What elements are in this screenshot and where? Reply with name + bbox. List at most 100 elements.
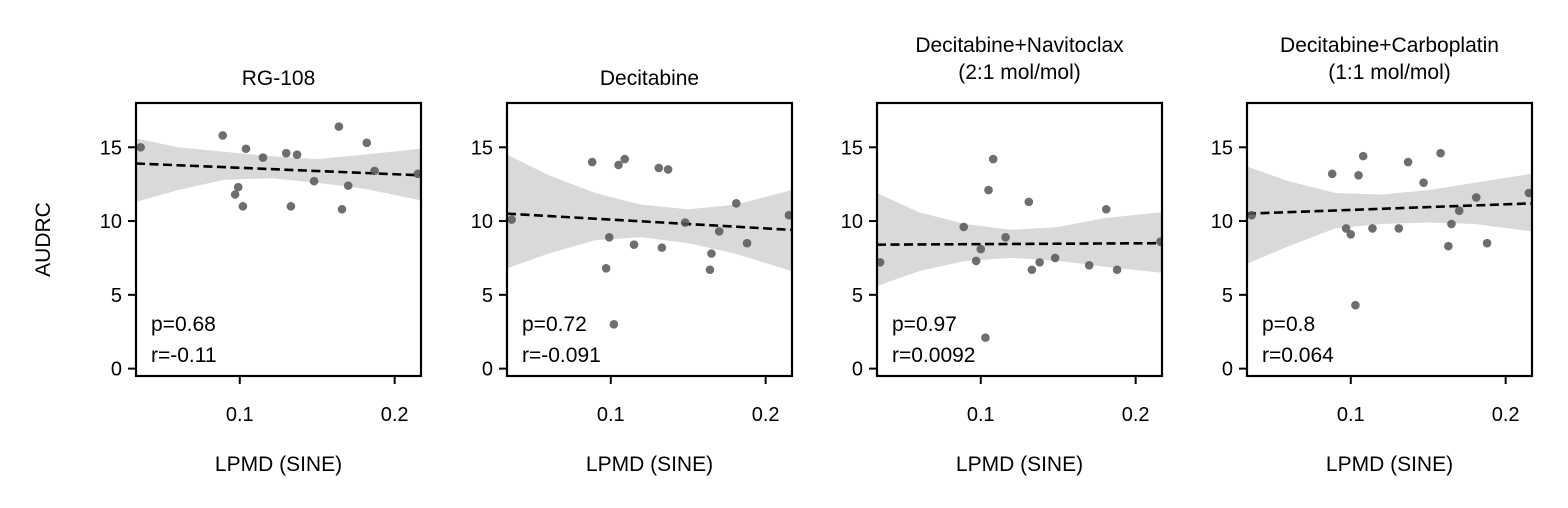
data-point [1035,258,1044,267]
data-point [877,258,885,267]
p-value: p=0.72 [522,313,587,336]
x-axis-label: LPMD (SINE) [1326,453,1453,476]
data-point [680,218,690,227]
data-point [1027,265,1037,275]
data-point [976,244,986,254]
data-point [1001,232,1010,242]
data-point [218,131,228,140]
data-point [370,166,379,176]
data-point [984,185,993,195]
r-value: r=-0.11 [151,344,217,367]
panel-title-line: (2:1 mol/mol) [958,61,1081,84]
y-tick-label: 0 [111,359,122,381]
y-tick-label: 5 [1222,285,1233,307]
data-point [1112,265,1122,275]
panel-2: 0 5 10 15 0.1 0.2 Decitabine LPMD (SINE) p=0.72 r… [471,67,794,476]
x-tick-label: 0.1 [967,404,995,426]
y-tick-label: 5 [111,285,122,307]
data-point [1524,188,1532,198]
x-tick-label: 0.1 [597,404,625,426]
plot-area [136,122,421,214]
data-point [988,154,998,164]
data-point [1403,157,1413,167]
data-point [1358,151,1368,161]
data-point [1346,230,1356,239]
data-point [1436,148,1445,158]
data-point [1444,241,1453,251]
data-point [1024,197,1034,207]
data-point [654,163,664,173]
data-point [1354,171,1363,180]
data-point [1101,204,1111,214]
data-point [620,154,630,164]
data-point [657,243,667,252]
panel-4: 0 5 10 15 0.1 0.2 Decitabine+Carboplatin (1:1 m… [1211,34,1534,476]
y-tick-label: 5 [852,285,863,307]
x-axis-label: LPMD (SINE) [956,453,1083,476]
r-value: r=0.064 [1262,344,1334,367]
plot-area [877,154,1162,342]
data-point [981,333,990,342]
data-point [604,232,614,242]
y-tick-label: 0 [852,359,863,381]
data-point [1419,178,1428,187]
panel-title: RG-108 [242,67,316,90]
data-point [281,148,291,158]
p-value: p=0.8 [1262,313,1315,336]
data-point [362,138,372,148]
data-point [1482,238,1492,248]
data-point [1247,210,1256,220]
x-tick-label: 0.1 [1337,404,1365,426]
data-point [1341,224,1351,233]
y-tick-label: 10 [1211,211,1233,233]
data-point [707,249,716,258]
data-point [1156,237,1162,247]
y-tick-label: 10 [471,211,493,233]
y-tick-label: 10 [100,211,122,233]
regression-line [1247,202,1532,215]
data-point [714,227,724,236]
data-point [1050,253,1060,263]
y-tick-label: 15 [1211,137,1233,159]
axes-frame [875,101,1164,378]
confidence-band [1247,166,1532,264]
data-point [292,150,302,159]
panel-3: 0 5 10 15 0.1 0.2 Decitabine+Navitoclax (2:1 mo… [841,34,1164,476]
x-axis-label: LPMD (SINE) [586,453,713,476]
data-point [337,204,347,214]
regression-line [877,241,1162,246]
y-tick-label: 15 [471,137,493,159]
axes-frame [505,101,794,378]
data-point [1394,224,1404,233]
x-tick-label: 0.2 [1122,404,1150,426]
data-point [1084,261,1094,270]
plot-area [507,154,792,329]
data-point [784,210,792,220]
data-point [959,222,969,232]
axes-frame [1245,101,1534,378]
p-value: p=0.97 [892,313,957,336]
data-point [1454,206,1464,216]
data-point [286,201,296,211]
data-point [413,169,421,179]
y-tick-label: 10 [841,211,863,233]
panel-1: 0 5 10 15 0.1 0.2 RG-108 LPMD (SINE) AUDRC p=0.68… [32,67,423,476]
data-point [663,165,673,174]
panel-title: Decitabine [600,67,699,90]
data-point [343,181,353,190]
y-tick-label: 15 [841,137,863,159]
data-point [705,265,715,275]
x-tick-label: 0.1 [226,404,254,426]
data-point [742,238,752,248]
data-point [971,256,981,266]
data-point [1327,169,1337,179]
x-axis-label: LPMD (SINE) [215,453,342,476]
data-point [309,176,319,186]
r-value: r=-0.091 [522,344,601,367]
data-point [629,240,639,249]
data-point [136,142,145,152]
data-point [334,122,344,131]
data-point [1471,193,1481,202]
y-tick-label: 0 [482,359,493,381]
